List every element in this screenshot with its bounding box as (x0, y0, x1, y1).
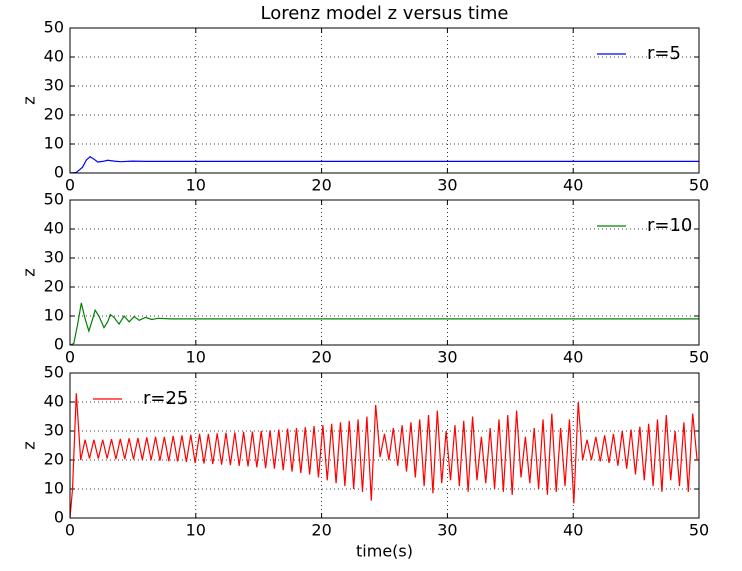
legend-label: r=25 (143, 388, 188, 409)
y-tick-label: 0 (54, 508, 64, 527)
y-tick-label: 10 (44, 134, 64, 153)
y-tick-label: 30 (44, 421, 64, 440)
x-tick-label: 10 (186, 348, 206, 367)
x-tick-label: 50 (689, 348, 709, 367)
x-tick-label: 20 (311, 176, 331, 195)
y-tick-label: 40 (44, 47, 64, 66)
y-tick-label: 20 (44, 450, 64, 469)
x-tick-label: 0 (65, 176, 75, 195)
y-tick-label: 50 (44, 18, 64, 37)
axes-frame (69, 27, 700, 174)
x-tick-label: 30 (437, 521, 457, 540)
legend-label: r=5 (647, 43, 681, 64)
x-tick-label: 40 (563, 176, 583, 195)
y-axis-label: z (20, 96, 39, 104)
y-tick-label: 10 (44, 479, 64, 498)
y-tick-label: 30 (44, 248, 64, 267)
x-tick-label: 10 (186, 521, 206, 540)
x-tick-label: 40 (563, 521, 583, 540)
x-tick-label: 20 (311, 348, 331, 367)
y-tick-label: 50 (44, 190, 64, 209)
y-tick-label: 20 (44, 105, 64, 124)
legend-label: r=10 (647, 215, 692, 236)
x-tick-label: 50 (689, 176, 709, 195)
x-tick-label: 40 (563, 348, 583, 367)
x-tick-label: 20 (311, 521, 331, 540)
y-axis-label: z (20, 268, 39, 276)
y-tick-label: 10 (44, 306, 64, 325)
x-tick-label: 30 (437, 348, 457, 367)
x-tick-label: 50 (689, 521, 709, 540)
data-line (70, 156, 699, 173)
data-line (70, 302, 699, 345)
y-tick-label: 0 (54, 335, 64, 354)
chart-title: Lorenz model z versus time (260, 3, 508, 24)
y-axis-label: z (20, 441, 39, 449)
x-axis-label: time(s) (356, 542, 413, 561)
y-tick-label: 50 (44, 363, 64, 382)
data-line (70, 393, 698, 518)
y-tick-label: 30 (44, 76, 64, 95)
axes-frame (69, 199, 700, 346)
x-tick-label: 10 (186, 176, 206, 195)
x-tick-label: 30 (437, 176, 457, 195)
x-tick-label: 0 (65, 521, 75, 540)
y-tick-label: 0 (54, 163, 64, 182)
y-tick-label: 40 (44, 392, 64, 411)
y-tick-label: 40 (44, 219, 64, 238)
axes-frame (69, 372, 700, 519)
x-tick-label: 0 (65, 348, 75, 367)
y-tick-label: 20 (44, 277, 64, 296)
